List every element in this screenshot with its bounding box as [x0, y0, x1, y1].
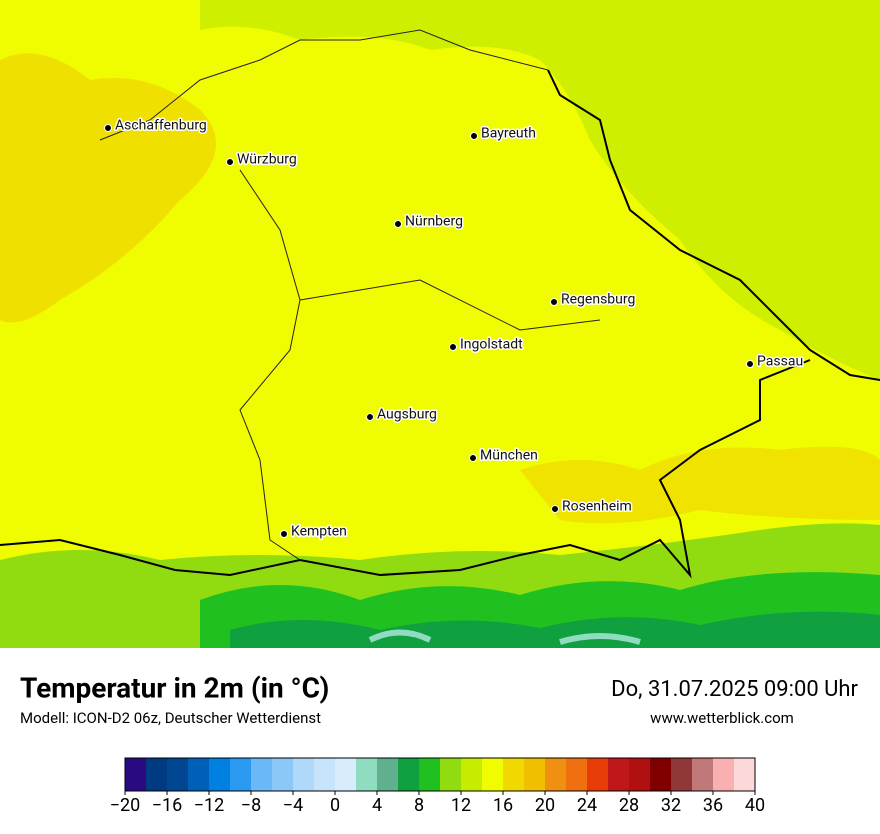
colorbar-tick-label: 16 — [493, 795, 513, 816]
title: Temperatur in 2m (in °C) — [20, 671, 329, 704]
cool-area — [200, 0, 880, 380]
colorbar-segment — [356, 758, 378, 791]
footer-background — [0, 648, 880, 830]
colorbar-segment — [545, 758, 567, 791]
colorbar-segment — [209, 758, 231, 791]
colorbar-tick-label: 12 — [451, 795, 471, 816]
colorbar-segment — [650, 758, 672, 791]
subtitle: Modell: ICON-D2 06z, Deutscher Wetterdie… — [20, 709, 321, 727]
colorbar-segment — [713, 758, 735, 791]
city-dot — [394, 220, 402, 228]
city-dot — [449, 343, 457, 351]
colorbar-tick-label: 40 — [745, 795, 765, 816]
city-dot — [226, 158, 234, 166]
colorbar-segment — [335, 758, 357, 791]
city-label: Augsburg — [377, 407, 437, 423]
colorbar-segment — [272, 758, 294, 791]
colorbar-segment — [251, 758, 273, 791]
datetime: Do, 31.07.2025 09:00 Uhr — [611, 677, 858, 702]
colorbar-segment — [188, 758, 210, 791]
city-dot — [551, 505, 559, 513]
colorbar-tick-label: 20 — [535, 795, 555, 816]
colorbar-tick-label: −8 — [241, 795, 261, 816]
colorbar-tick-label: 8 — [414, 795, 424, 816]
colorbar-segment — [440, 758, 462, 791]
colorbar-segment — [566, 758, 588, 791]
city-label: Ingolstadt — [460, 337, 523, 353]
city-label: München — [480, 448, 538, 464]
city-dot — [469, 454, 477, 462]
colorbar-segment — [230, 758, 252, 791]
colorbar-segment — [692, 758, 714, 791]
colorbar-segment — [524, 758, 546, 791]
colorbar-tick-label: −16 — [152, 795, 183, 816]
country-border — [547, 69, 880, 381]
colorbar-segment — [482, 758, 504, 791]
city-label: Passau — [757, 354, 803, 370]
colorbar: −20 −16 −12 −8 −4 0 4 8 12 16 20 24 28 32 36 40 — [110, 757, 765, 816]
city-label: Aschaffenburg — [115, 118, 207, 134]
colorbar-tick-label: −12 — [194, 795, 225, 816]
colorbar-segment — [398, 758, 420, 791]
city-label: Rosenheim — [562, 499, 632, 515]
city-label: Nürnberg — [405, 214, 463, 230]
city-labels: Aschaffenburg Würzburg Bayreuth Nürnberg Reg… — [104, 116, 805, 541]
colorbar-segment — [461, 758, 483, 791]
alps-peaks — [230, 611, 880, 648]
colorbar-segment — [146, 758, 168, 791]
colorbar-segment — [671, 758, 693, 791]
city-label: Würzburg — [237, 152, 297, 168]
city-dot — [470, 132, 478, 140]
colorbar-tick-label: −4 — [283, 795, 303, 816]
colorbar-tick-label: 32 — [661, 795, 681, 816]
colorbar-segment — [293, 758, 315, 791]
state-border — [99, 29, 601, 561]
colorbar-segment — [503, 758, 525, 791]
colorbar-tick-label: −20 — [110, 795, 141, 816]
map — [0, 0, 880, 648]
colorbar-frame — [124, 757, 756, 792]
colorbar-segment — [377, 758, 399, 791]
city-dot — [550, 298, 558, 306]
city-label: Bayreuth — [481, 126, 536, 142]
colorbar-segment — [125, 758, 147, 791]
city-dot — [746, 360, 754, 368]
city-dot — [280, 530, 288, 538]
colorbar-tick-label: 24 — [577, 795, 597, 816]
city-dot — [104, 124, 112, 132]
colorbar-segment — [419, 758, 441, 791]
website: www.wetterblick.com — [650, 709, 794, 727]
warm-area — [520, 446, 880, 524]
city-dot — [366, 413, 374, 421]
colorbar-segment — [734, 758, 756, 791]
city-label: Regensburg — [561, 292, 635, 308]
city-label: Kempten — [291, 524, 347, 540]
colorbar-tick-label: 0 — [330, 795, 340, 816]
warm-area — [0, 53, 216, 323]
glacier — [368, 629, 641, 645]
country-border — [0, 359, 811, 579]
colorbar-segment — [167, 758, 189, 791]
colorbar-segment — [608, 758, 630, 791]
colorbar-tick-label: 36 — [703, 795, 723, 816]
colorbar-tick-label: 28 — [619, 795, 639, 816]
colorbar-tick-label: 4 — [372, 795, 382, 816]
colorbar-segment — [314, 758, 336, 791]
colorbar-segment — [587, 758, 609, 791]
colorbar-segment — [629, 758, 651, 791]
